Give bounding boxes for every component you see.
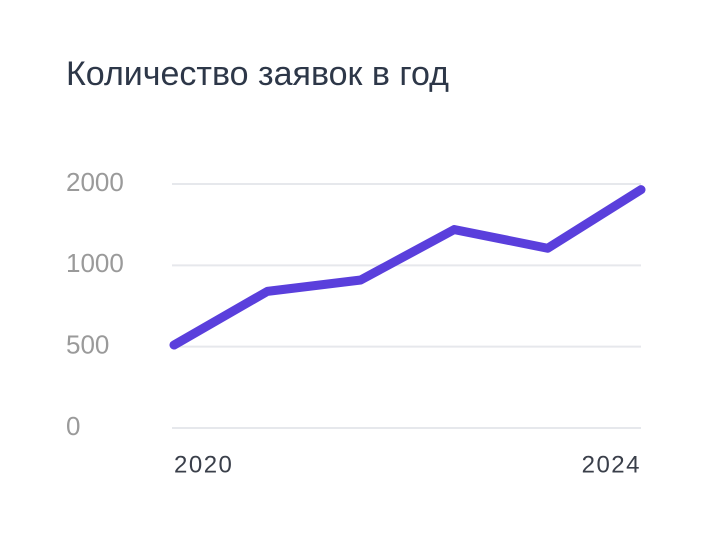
y-tick-label: 0 — [66, 411, 80, 441]
y-tick-label: 1000 — [66, 248, 124, 278]
x-tick-label: 2024 — [582, 451, 641, 478]
data-line — [169, 185, 646, 350]
y-tick-label: 2000 — [66, 167, 124, 197]
x-tick-label: 2020 — [174, 451, 233, 478]
y-tick-label: 500 — [66, 330, 109, 360]
chart-title: Количество заявок в год — [66, 55, 449, 93]
